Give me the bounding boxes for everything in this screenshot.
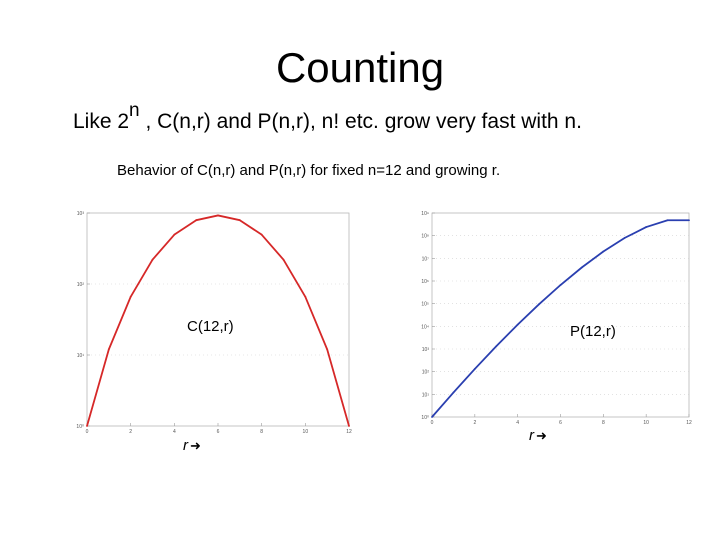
data-point [645, 226, 648, 228]
data-point [623, 236, 626, 239]
data-point [452, 391, 455, 394]
data-point [129, 295, 132, 298]
subtitle-text-post: , C(n,r) and P(n,r), n! etc. grow very f… [139, 110, 582, 133]
data-point [282, 258, 285, 261]
y-tick-label: 10³ [77, 211, 85, 217]
data-point [559, 284, 562, 286]
x-tick-label: 4 [516, 420, 519, 426]
data-point [107, 348, 110, 351]
x-tick-label: 2 [473, 420, 476, 426]
y-tick-label: 10⁵ [421, 302, 429, 308]
x-tick-label: 6 [217, 429, 220, 435]
data-point [516, 323, 519, 326]
x-tick-label: 10 [303, 429, 309, 435]
x-tick-label: 6 [559, 420, 562, 426]
series-line [431, 219, 689, 418]
right-arrow-icon: ➜ [536, 428, 547, 443]
data-point [86, 425, 88, 427]
data-point [260, 233, 263, 236]
r-variable-label: r [183, 437, 188, 454]
data-point [348, 425, 350, 427]
y-tick-label: 10² [422, 370, 430, 376]
slide-title: Counting [275, 44, 445, 91]
y-tick-label: 10⁶ [421, 279, 429, 285]
y-tick-label: 10⁰ [76, 424, 84, 430]
y-tick-label: 10⁸ [421, 234, 429, 240]
subtitle-text-pre: Like 2 [73, 110, 130, 133]
x-tick-label: 8 [260, 429, 263, 435]
data-point [173, 233, 176, 236]
permutations-series-label: P(12,r) [570, 323, 616, 340]
data-point [581, 266, 583, 269]
data-point [473, 368, 476, 370]
y-tick-label: 10¹ [77, 353, 85, 359]
x-tick-label: 2 [129, 429, 132, 435]
right-arrow-icon: ➜ [190, 438, 201, 453]
chart-caption: Behavior of C(n,r) and P(n,r) for fixed … [117, 162, 501, 179]
y-tick-label: 10¹ [422, 392, 430, 398]
x-tick-label: 12 [686, 420, 692, 426]
data-point [304, 295, 307, 298]
data-point [602, 250, 605, 253]
permutations-r-axis-note: r ➜ [529, 427, 547, 445]
x-tick-label: 12 [346, 429, 352, 435]
combinations-chart: 10⁰ 10¹ 10² 10³ 0 2 4 6 8 10 12 [76, 211, 352, 435]
x-tick-label: 8 [602, 420, 605, 426]
data-point [538, 303, 540, 306]
data-point [217, 214, 219, 217]
subtitle-exponent: n [129, 100, 140, 121]
x-tick-label: 4 [173, 429, 176, 435]
x-tick-label: 0 [431, 420, 434, 426]
data-point [151, 258, 154, 261]
data-point [238, 219, 241, 222]
permutations-chart: 10⁰ 10¹ 10² 10³ 10⁴ 10⁵ 10⁶ 10⁷ 10⁸ 10⁹ 0 2 4 6 8 10 12 [421, 211, 692, 426]
data-point [431, 416, 433, 418]
combinations-series-label: C(12,r) [187, 318, 234, 335]
data-point [666, 219, 669, 222]
x-tick-label: 0 [86, 429, 89, 435]
data-point [495, 345, 498, 348]
y-tick-label: 10⁷ [422, 256, 430, 262]
y-tick-label: 10⁹ [421, 211, 429, 217]
r-variable-label: r [529, 427, 534, 444]
data-point [195, 219, 198, 222]
plot-frame [431, 212, 690, 418]
y-tick-label: 10⁴ [421, 324, 429, 330]
data-point [688, 219, 690, 222]
combinations-r-axis-note: r ➜ [183, 437, 201, 455]
slide-subtitle: Like 2n , C(n,r) and P(n,r), n! etc. gro… [73, 101, 582, 140]
data-point [326, 348, 329, 351]
y-tick-label: 10⁰ [421, 415, 429, 421]
y-tick-label: 10³ [422, 347, 430, 353]
x-tick-label: 10 [643, 420, 649, 426]
y-tick-label: 10² [77, 282, 85, 288]
